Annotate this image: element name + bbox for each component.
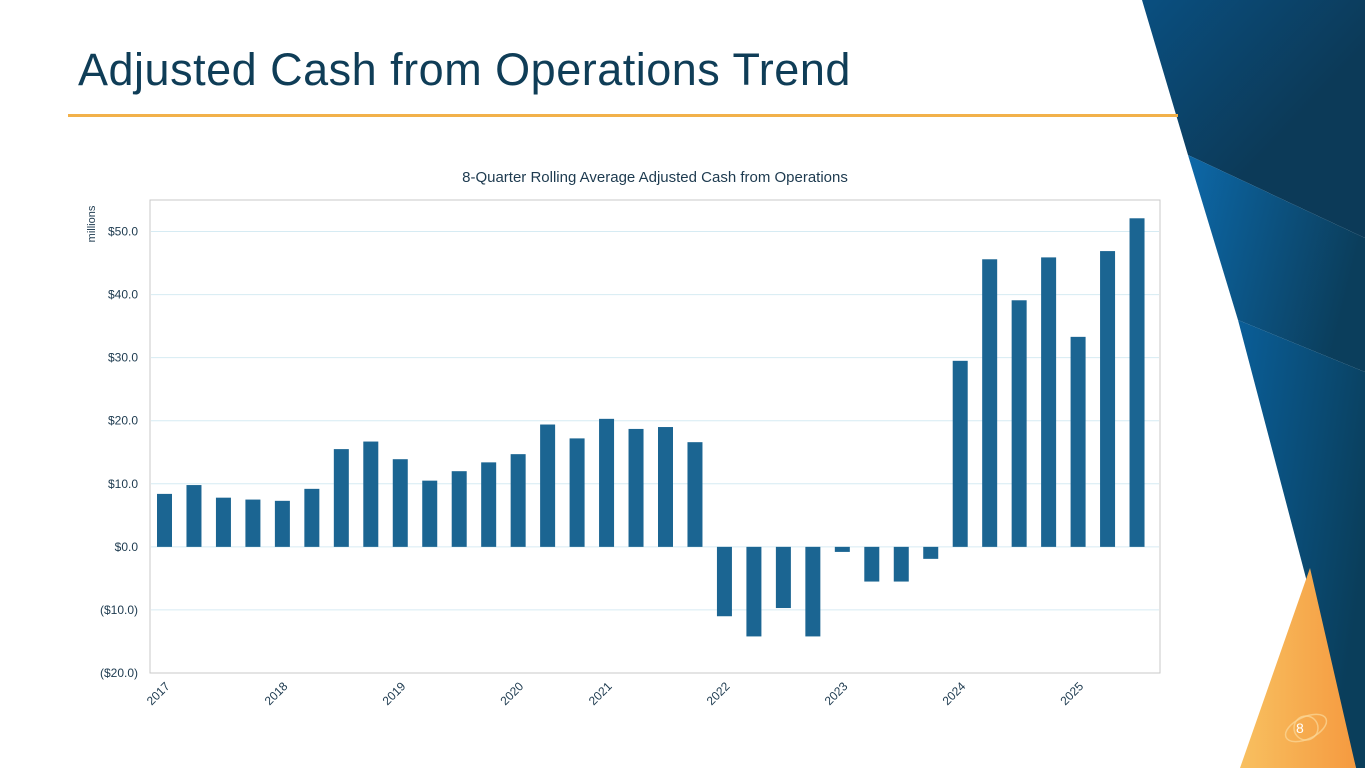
- bar: [245, 499, 261, 547]
- x-tick-label: 2019: [380, 679, 409, 708]
- bar: [304, 488, 320, 547]
- bar: [481, 462, 497, 547]
- x-tick-label: 2022: [704, 679, 733, 708]
- bar: [1100, 251, 1116, 547]
- bar: [1129, 218, 1145, 547]
- bar: [716, 546, 732, 617]
- bar: [186, 485, 202, 547]
- bar: [893, 546, 909, 582]
- bar: [982, 259, 998, 547]
- logo-ring-icon: [1284, 713, 1328, 743]
- x-tick-label: 2025: [1057, 679, 1086, 708]
- x-tick-label: 2018: [262, 679, 291, 708]
- bar: [952, 360, 968, 547]
- bar: [274, 500, 290, 547]
- bar: [215, 497, 231, 547]
- bar: [923, 546, 939, 559]
- y-tick-label: $40.0: [108, 288, 138, 302]
- bar: [1011, 300, 1027, 547]
- y-tick-label: $30.0: [108, 351, 138, 365]
- blue-shape-low: [1238, 320, 1365, 768]
- blue-shape-top: [1142, 0, 1365, 238]
- x-tick-label: 2023: [822, 679, 851, 708]
- y-tick-label: ($20.0): [100, 666, 138, 680]
- bar: [392, 459, 408, 547]
- x-tick-label: 2021: [586, 679, 615, 708]
- page-number: 8: [1296, 720, 1304, 736]
- bar: [1070, 336, 1086, 547]
- bar: [687, 442, 703, 547]
- slide-title: Adjusted Cash from Operations Trend: [78, 44, 851, 95]
- y-axis-label: millions: [86, 205, 98, 242]
- bar: [864, 546, 880, 582]
- bar: [510, 454, 526, 547]
- bar: [805, 546, 821, 637]
- bar: [540, 424, 556, 547]
- x-tick-label: 2020: [497, 679, 526, 708]
- x-tick-label: 2017: [144, 679, 173, 708]
- bar: [157, 493, 172, 547]
- chart-title: 8-Quarter Rolling Average Adjusted Cash …: [462, 169, 848, 186]
- blue-shape-mid: [1188, 155, 1365, 372]
- y-tick-label: $0.0: [115, 540, 139, 554]
- y-tick-label: ($10.0): [100, 603, 138, 617]
- bar: [834, 546, 850, 552]
- bar: [569, 438, 585, 547]
- x-tick-label: 2024: [940, 679, 969, 708]
- bar: [658, 427, 673, 547]
- y-tick-label: $10.0: [108, 477, 138, 491]
- orange-shape: [1240, 568, 1356, 768]
- bar: [1041, 257, 1057, 547]
- bar: [363, 441, 379, 547]
- title-underline: [68, 114, 1178, 117]
- plot-area: [149, 199, 1161, 674]
- bar: [775, 546, 791, 609]
- bar: [422, 480, 438, 547]
- logo-circle-icon: [1293, 715, 1319, 741]
- bar: [333, 449, 349, 547]
- y-tick-label: $50.0: [108, 225, 138, 239]
- bar: [451, 471, 467, 547]
- bar: [746, 546, 762, 637]
- bar: [628, 428, 644, 547]
- y-tick-label: $20.0: [108, 414, 138, 428]
- bar: [599, 418, 615, 547]
